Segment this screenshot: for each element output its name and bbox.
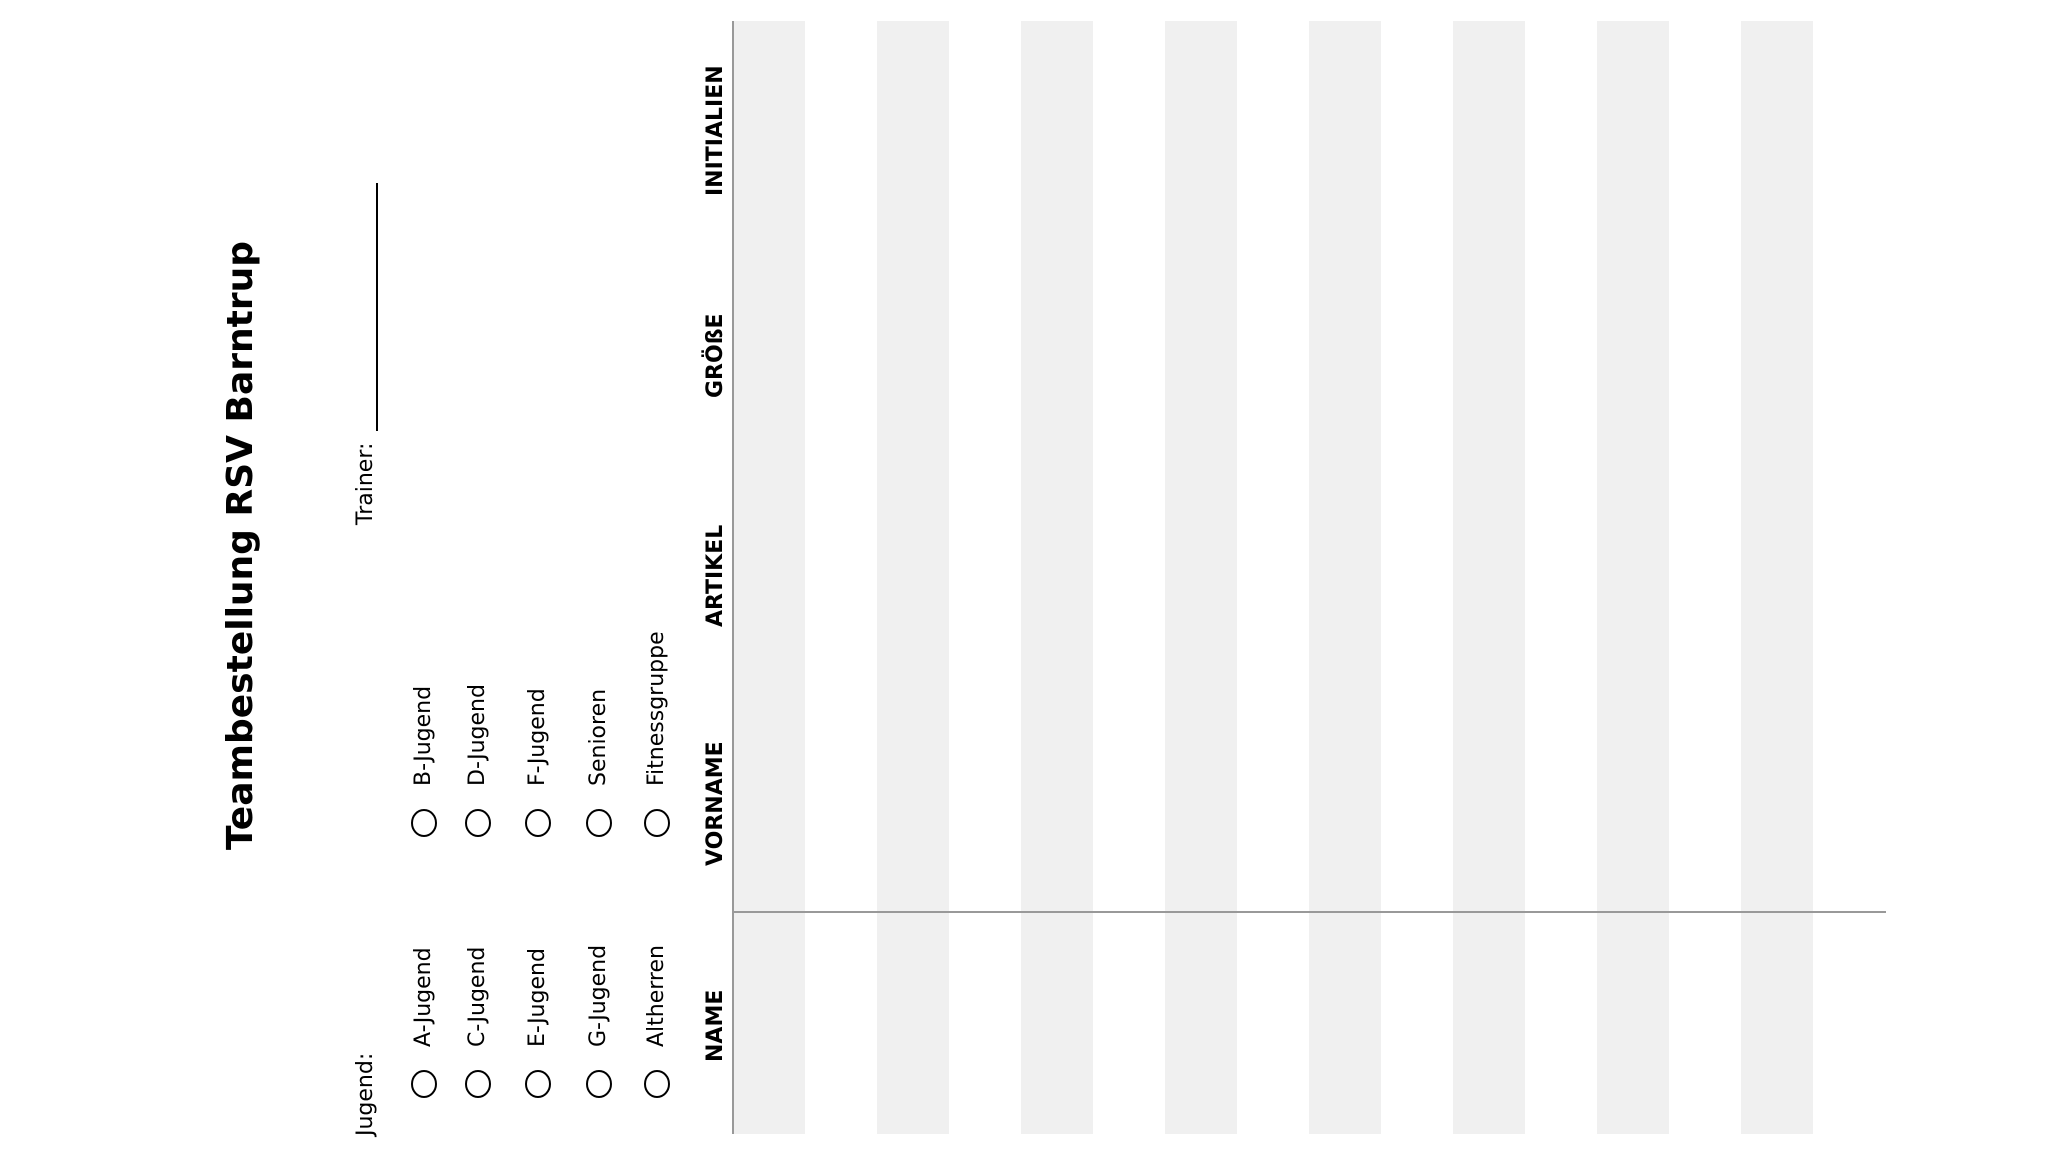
radio-button[interactable] — [586, 1070, 612, 1098]
option-label: B-Jugend — [411, 686, 436, 786]
radio-button[interactable] — [465, 809, 491, 837]
radio-button[interactable] — [525, 809, 551, 837]
column-headers: NAME VORNAME ARTIKEL GRÖßE INITIALIEN — [702, 65, 728, 1062]
form-title: Teambestellung RSV Barntrup — [220, 241, 261, 850]
stripe — [877, 21, 949, 1134]
column-header: VORNAME — [703, 741, 728, 866]
jugend-label: Jugend: — [353, 1053, 378, 1138]
option-label: F-Jugend — [525, 688, 550, 786]
table-stripes — [733, 21, 1813, 1134]
column-header: GRÖßE — [702, 313, 728, 398]
radio-button[interactable] — [411, 1070, 437, 1098]
stripe — [1165, 21, 1237, 1134]
stripe — [1453, 21, 1525, 1134]
column-header: NAME — [703, 990, 728, 1062]
team-options: A-Jugend B-Jugend C-Jugend D-Jugend E-Jugend… — [411, 631, 670, 1098]
option-label: E-Jugend — [525, 948, 550, 1047]
radio-button[interactable] — [465, 1070, 491, 1098]
radio-button[interactable] — [525, 1070, 551, 1098]
stripe — [1309, 21, 1381, 1134]
option-label: A-Jugend — [411, 947, 436, 1047]
option-label: Senioren — [586, 689, 611, 786]
radio-button[interactable] — [644, 1070, 670, 1098]
stripe — [1597, 21, 1669, 1134]
radio-button[interactable] — [411, 809, 437, 837]
option-label: G-Jugend — [586, 945, 611, 1047]
option-label: Fitnessgruppe — [644, 631, 669, 786]
radio-button[interactable] — [586, 809, 612, 837]
stripe — [733, 21, 805, 1134]
radio-button[interactable] — [644, 809, 670, 837]
column-header: INITIALIEN — [703, 65, 728, 196]
option-label: C-Jugend — [465, 947, 490, 1047]
stripe — [1741, 21, 1813, 1134]
trainer-label: Trainer: — [353, 443, 378, 526]
option-label: Altherren — [644, 945, 669, 1047]
column-header: ARTIKEL — [703, 525, 728, 627]
option-label: D-Jugend — [465, 684, 490, 786]
stripe — [1021, 21, 1093, 1134]
